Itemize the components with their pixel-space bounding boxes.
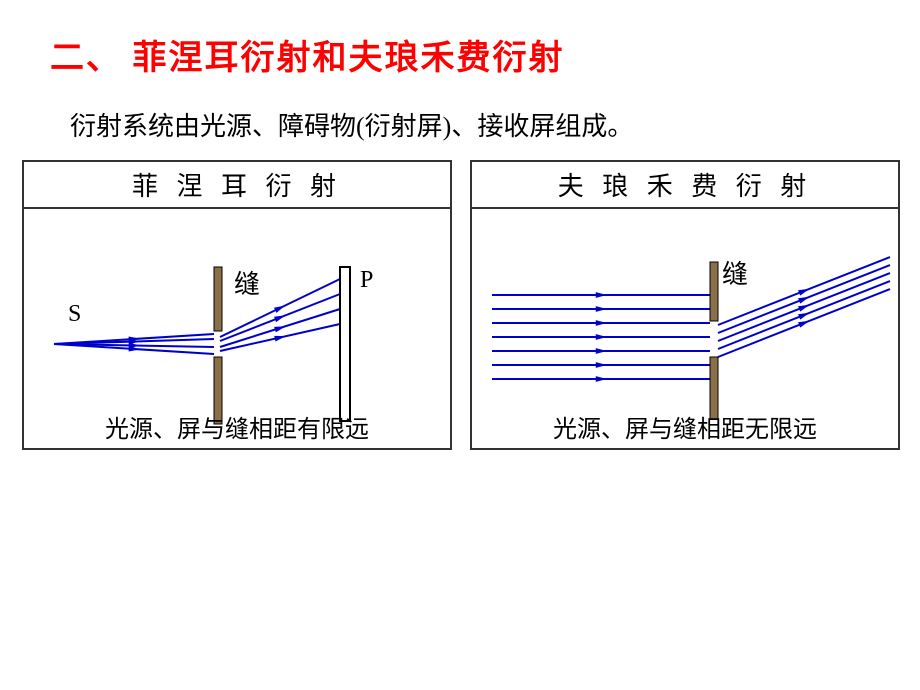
panel-fresnel-caption-text: 光源、屏与缝相距有限远	[105, 417, 369, 443]
page-title: 二、 菲涅耳衍射和夫琅禾费衍射	[0, 0, 920, 79]
label-P: P	[360, 267, 373, 294]
panels-row: 菲 涅 耳 衍 射 S 缝 P 光源、屏与缝相距有限远 夫 琅 禾 费 衍 射 …	[0, 146, 920, 450]
panel-fraunhofer-header: 夫 琅 禾 费 衍 射	[472, 162, 898, 209]
subtitle-text: 衍射系统由光源、障碍物(衍射屏)、接收屏组成。	[70, 112, 633, 141]
label-slit-left: 缝	[234, 264, 260, 301]
panel-fraunhofer-caption: 光源、屏与缝相距无限远	[472, 409, 898, 444]
label-S: S	[68, 301, 81, 328]
page-subtitle: 衍射系统由光源、障碍物(衍射屏)、接收屏组成。	[0, 79, 920, 146]
panel-fraunhofer-header-text: 夫 琅 禾 费 衍 射	[558, 172, 813, 201]
panel-fresnel-header-text: 菲 涅 耳 衍 射	[132, 172, 342, 201]
panel-fresnel-caption: 光源、屏与缝相距有限远	[24, 409, 450, 444]
panel-fresnel: 菲 涅 耳 衍 射 S 缝 P 光源、屏与缝相距有限远	[22, 160, 452, 450]
label-slit-right: 缝	[722, 254, 748, 291]
title-text: 二、 菲涅耳衍射和夫琅禾费衍射	[50, 40, 565, 77]
panel-fresnel-header: 菲 涅 耳 衍 射	[24, 162, 450, 209]
panel-fraunhofer-caption-text: 光源、屏与缝相距无限远	[553, 417, 817, 443]
panel-fraunhofer: 夫 琅 禾 费 衍 射 缝 光源、屏与缝相距无限远	[470, 160, 900, 450]
